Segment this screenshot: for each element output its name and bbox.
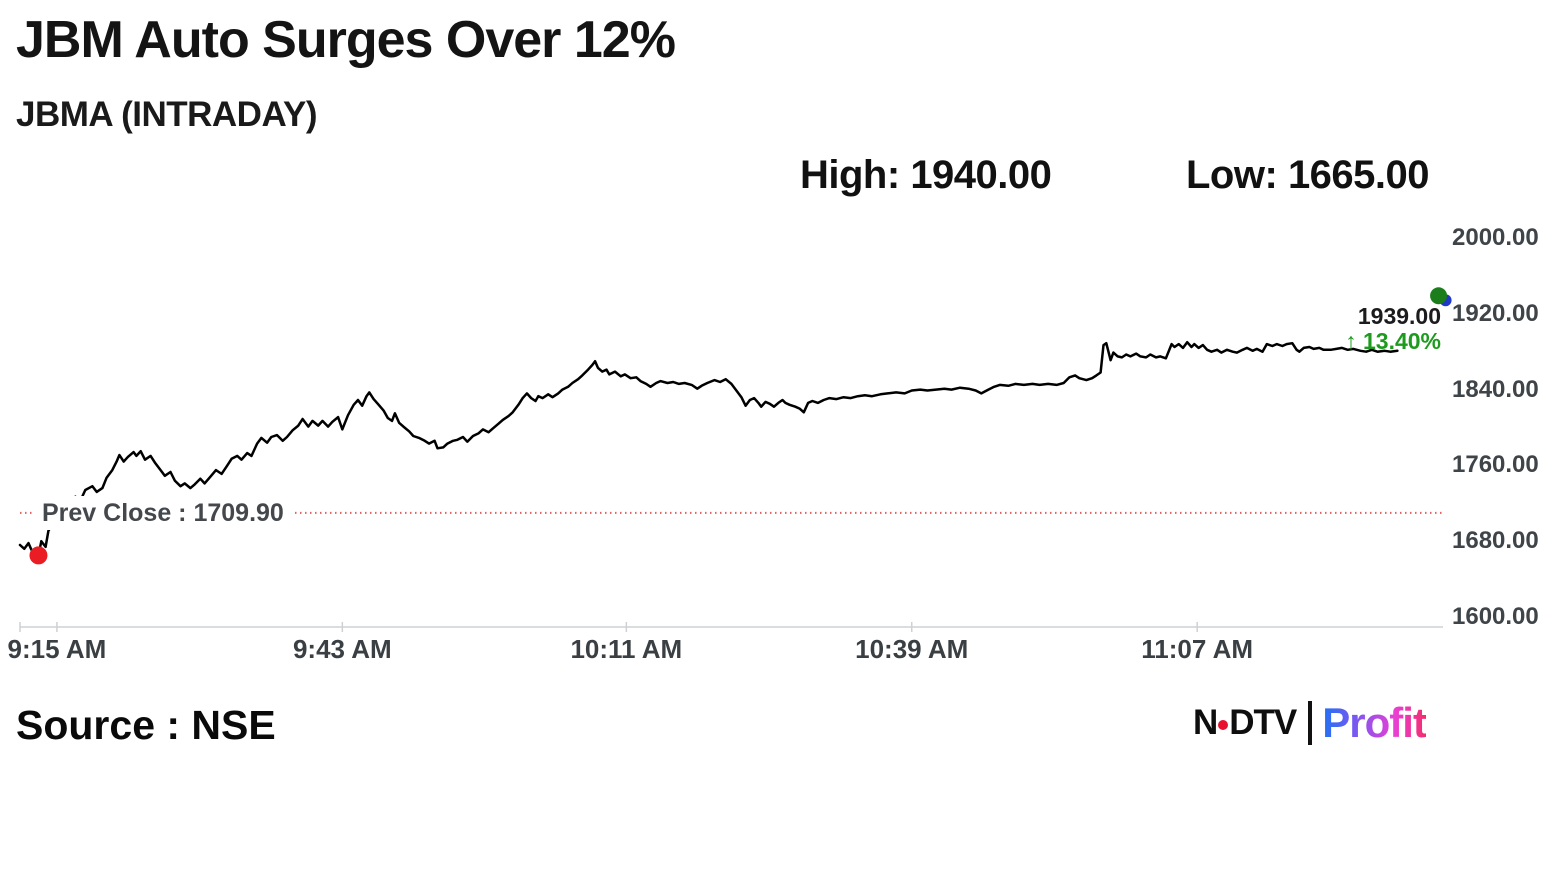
y-axis-label: 1840.00 [1452, 375, 1539, 403]
low-stat: Low: 1665.00 [1186, 153, 1430, 198]
y-axis-label: 1680.00 [1452, 527, 1539, 555]
ndtv-wordmark: N DTV [1193, 703, 1297, 743]
source-attribution: Source : NSE [16, 702, 276, 748]
x-axis-label: 10:11 AM [570, 634, 683, 664]
ndtv-red-dot-icon [1218, 720, 1229, 730]
low-value: 1665.00 [1287, 153, 1430, 197]
price-chart [18, 287, 1452, 632]
low-label: Low: [1186, 153, 1278, 197]
ndtv-letter-n: N [1193, 703, 1218, 742]
last-price-dot [1430, 287, 1448, 305]
x-axis-label: 9:43 AM [292, 634, 392, 664]
profit-wordmark: Profit [1322, 699, 1427, 746]
high-value: 1940.00 [910, 153, 1052, 197]
y-axis-label: 1760.00 [1452, 451, 1539, 479]
last-change-percent: ↑ 13.40% [1345, 328, 1441, 354]
y-axis-label: 1920.00 [1452, 299, 1539, 327]
x-axis-label: 9:15 AM [7, 634, 107, 664]
x-axis-label: 10:39 AM [855, 634, 969, 664]
page-title: JBM Auto Surges Over 12% [16, 11, 676, 69]
y-axis-label: 1600.00 [1452, 603, 1539, 630]
low-marker-dot [29, 546, 48, 565]
chart-subtitle-symbol: JBMA (INTRADAY) [16, 95, 318, 134]
last-price-value: 1939.00 [1357, 303, 1441, 329]
x-axis-label: 11:07 AM [1141, 634, 1254, 664]
logo-divider [1308, 701, 1313, 745]
high-stat: High: 1940.00 [800, 153, 1052, 198]
ndtv-letters-dtv: DTV [1229, 703, 1297, 742]
ndtv-profit-logo: N DTV Profit [1193, 698, 1427, 748]
prev-close-label: Prev Close : 1709.90 [34, 496, 292, 530]
price-line [18, 340, 1399, 557]
y-axis-label: 2000.00 [1452, 224, 1539, 251]
high-label: High: [800, 153, 900, 197]
